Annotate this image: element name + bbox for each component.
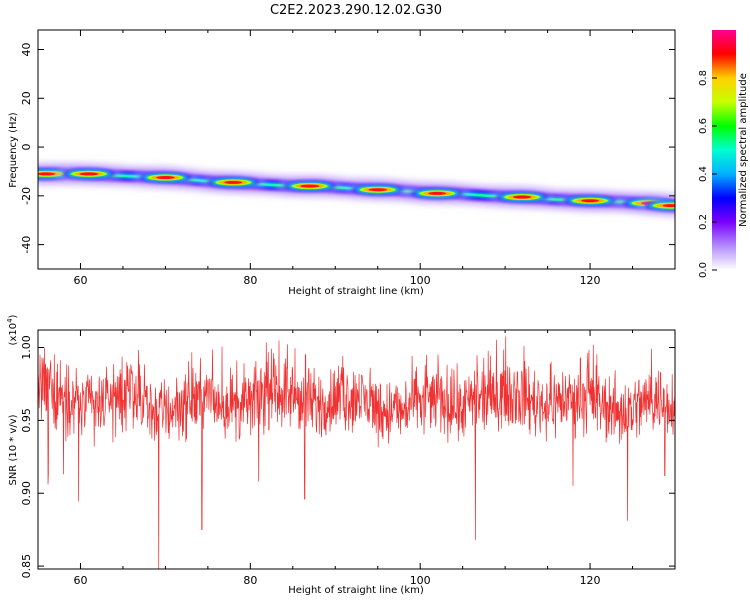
snr-x-tick-label: 80: [243, 574, 257, 587]
colorbar-ramp: [712, 30, 736, 270]
snr-multiplier: (x104): [6, 314, 19, 345]
heatmap-peak: [343, 180, 412, 199]
snr-x-tick-label: 100: [410, 574, 431, 587]
heatmap-peak: [199, 173, 268, 192]
snr-plot-area: [38, 330, 675, 569]
snr-series-line: [38, 336, 675, 569]
heatmap-y-tick-label: -20: [20, 187, 33, 205]
heatmap-x-tick-label: 120: [580, 274, 601, 287]
snr-y-tick-label: 0.90: [20, 481, 33, 506]
heatmap-peak: [556, 191, 625, 210]
heatmap-peak: [275, 177, 344, 196]
snr-x-label: Height of straight line (km): [288, 585, 424, 596]
colorbar-tick-label: 0.0: [698, 262, 709, 278]
snr-y-label: SNR (10 * v/v): [8, 414, 19, 485]
snr-y-ticks: 0.85 0.90 0.95 1.00: [20, 335, 675, 578]
heatmap-x-tick-label: 80: [243, 274, 257, 287]
heatmap-y-tick-label: 0: [20, 144, 33, 151]
snr-panel: 60 80 100 120 0.85 0.90 0.95 1.00 Height of st…: [6, 314, 676, 596]
heatmap-x-label: Height of straight line (km): [288, 286, 424, 297]
heatmap-x-tick-label: 100: [410, 274, 431, 287]
heatmap-x-tick-label: 60: [73, 274, 87, 287]
snr-x-tick-label: 60: [73, 574, 87, 587]
colorbar-tick-label: 0.2: [698, 214, 709, 230]
colorbar-tick-label: 0.4: [698, 166, 709, 182]
heatmap-y-tick-label: 40: [20, 43, 33, 57]
heatmap-frame: [37, 29, 676, 270]
heatmap-y-tick-label: -40: [20, 236, 33, 254]
heatmap-layer: [38, 163, 675, 216]
colorbar-tick-label: 0.8: [698, 70, 709, 86]
heatmap-panel: 60 80 100 120 -40 -20 0 20 40 Height of straigh…: [8, 29, 676, 297]
colorbar-ticks: 0.0 0.2 0.4 0.6 0.8: [698, 70, 717, 278]
heatmap-peak: [636, 196, 675, 215]
heatmap-peak: [403, 184, 472, 203]
heatmap-plot-area: [38, 30, 675, 269]
snr-y-tick-label: 0.95: [20, 408, 33, 433]
heatmap-y-tick-label: 20: [20, 91, 33, 105]
heatmap-peak: [488, 188, 557, 207]
snr-frame: [37, 329, 676, 570]
figure-title: C2E2.2023.290.12.02.G30: [270, 3, 442, 18]
heatmap-y-label: Frequency (Hz): [8, 112, 19, 188]
heatmap-y-ticks: -40 -20 0 20 40: [20, 43, 675, 254]
heatmap-peak: [54, 164, 123, 183]
colorbar-tick-label: 0.6: [698, 118, 709, 134]
colorbar-label: Normalized spectral amplitude: [738, 73, 749, 227]
snr-x-tick-label: 120: [580, 574, 601, 587]
heatmap-x-ticks: 60 80 100 120: [37, 30, 676, 287]
snr-y-tick-label: 1.00: [20, 335, 33, 360]
heatmap-peak: [131, 168, 200, 187]
colorbar: 0.0 0.2 0.4 0.6 0.8 Normalized spectral ampl…: [698, 30, 749, 278]
snr-y-tick-label: 0.85: [20, 554, 33, 579]
